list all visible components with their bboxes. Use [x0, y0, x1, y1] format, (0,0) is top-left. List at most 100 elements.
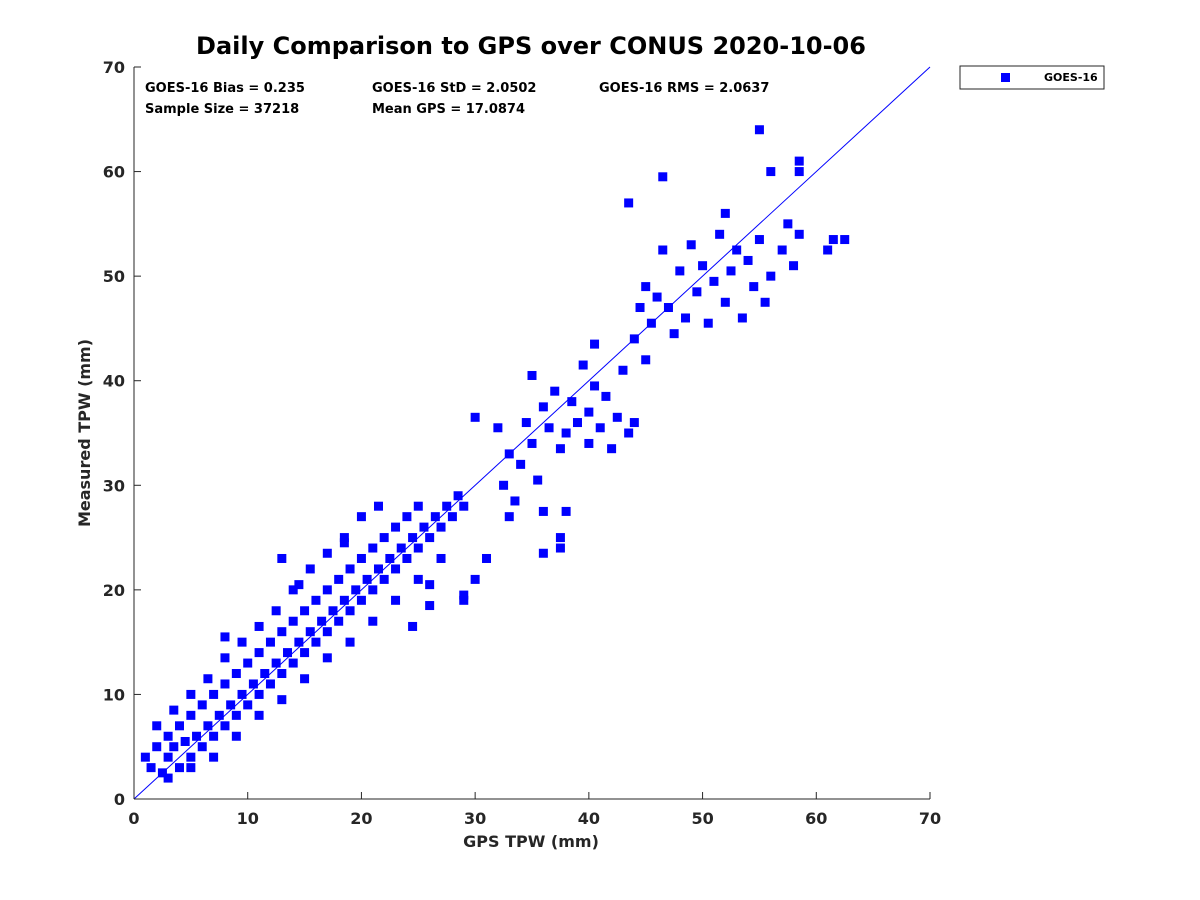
data-point — [590, 381, 600, 391]
data-point — [624, 428, 634, 438]
data-point — [186, 752, 196, 762]
data-point — [260, 669, 270, 679]
data-point — [220, 679, 230, 689]
data-point — [408, 621, 418, 631]
data-point — [322, 653, 332, 663]
data-point — [322, 585, 332, 595]
data-point — [186, 710, 196, 720]
data-point — [766, 271, 776, 281]
data-point — [436, 522, 446, 532]
data-point — [192, 731, 202, 741]
data-point — [322, 627, 332, 637]
data-point — [237, 637, 247, 647]
data-point — [163, 731, 173, 741]
data-point — [510, 496, 520, 506]
data-point — [555, 444, 565, 454]
y-tick-label: 60 — [103, 163, 125, 182]
data-point — [436, 553, 446, 563]
data-point — [368, 585, 378, 595]
data-point — [601, 391, 611, 401]
legend-label: GOES-16 — [1044, 71, 1098, 84]
y-tick-label: 30 — [103, 476, 125, 495]
data-point — [373, 564, 383, 574]
data-point — [584, 407, 594, 417]
data-point — [328, 606, 338, 616]
data-point — [470, 574, 480, 584]
data-point — [373, 501, 383, 511]
data-point — [538, 506, 548, 516]
data-point — [521, 418, 531, 428]
data-point — [590, 339, 600, 349]
data-point — [544, 423, 554, 433]
data-point — [169, 742, 179, 752]
x-tick-label: 40 — [578, 809, 600, 828]
data-point — [499, 480, 509, 490]
data-point — [402, 553, 412, 563]
stat-mean-gps: Mean GPS = 17.0874 — [372, 102, 525, 117]
data-point — [231, 710, 241, 720]
data-point — [237, 689, 247, 699]
data-point — [413, 501, 423, 511]
data-point — [447, 512, 457, 522]
data-point — [334, 616, 344, 626]
x-axis-label: GPS TPW (mm) — [463, 832, 599, 851]
data-point — [174, 721, 184, 731]
data-point — [828, 235, 838, 245]
data-point — [550, 386, 560, 396]
data-point — [652, 292, 662, 302]
data-point — [345, 606, 355, 616]
data-point — [231, 731, 241, 741]
data-point — [311, 637, 321, 647]
data-point — [203, 721, 213, 731]
data-point — [823, 245, 833, 255]
data-point — [732, 245, 742, 255]
data-point — [669, 329, 679, 339]
x-tick-label: 0 — [128, 809, 139, 828]
data-point — [595, 423, 605, 433]
data-point — [658, 172, 668, 182]
data-point — [254, 710, 264, 720]
data-point — [715, 229, 725, 239]
data-point — [766, 167, 776, 177]
data-point — [686, 240, 696, 250]
data-point — [339, 533, 349, 543]
data-point — [459, 590, 469, 600]
data-point — [345, 637, 355, 647]
data-point — [391, 564, 401, 574]
legend: GOES-16 — [959, 65, 1105, 90]
data-point — [356, 595, 366, 605]
data-point — [379, 574, 389, 584]
stat-std: GOES-16 StD = 2.0502 — [372, 81, 536, 96]
data-point — [720, 208, 730, 218]
data-point — [760, 297, 770, 307]
data-point — [186, 689, 196, 699]
data-point — [203, 674, 213, 684]
data-point — [197, 742, 207, 752]
x-tick-label: 20 — [350, 809, 372, 828]
data-point — [754, 235, 764, 245]
data-point — [226, 700, 236, 710]
data-point — [220, 721, 230, 731]
data-point — [561, 506, 571, 516]
data-point — [430, 512, 440, 522]
data-point — [629, 418, 639, 428]
legend-box — [959, 65, 1105, 90]
data-point — [322, 548, 332, 558]
reference-line — [133, 66, 931, 800]
y-tick-label: 40 — [103, 372, 125, 391]
data-point — [516, 459, 526, 469]
data-point — [391, 595, 401, 605]
data-point — [578, 360, 588, 370]
data-point — [459, 501, 469, 511]
data-points — [140, 125, 850, 783]
data-point — [174, 763, 184, 773]
data-point — [720, 297, 730, 307]
data-point — [186, 763, 196, 773]
data-point — [618, 365, 628, 375]
data-point — [567, 397, 577, 407]
legend-square-marker-icon — [1001, 73, 1010, 82]
data-point — [209, 689, 219, 699]
data-point — [146, 763, 156, 773]
y-axis-label: Measured TPW (mm) — [75, 339, 94, 527]
data-point — [368, 543, 378, 553]
